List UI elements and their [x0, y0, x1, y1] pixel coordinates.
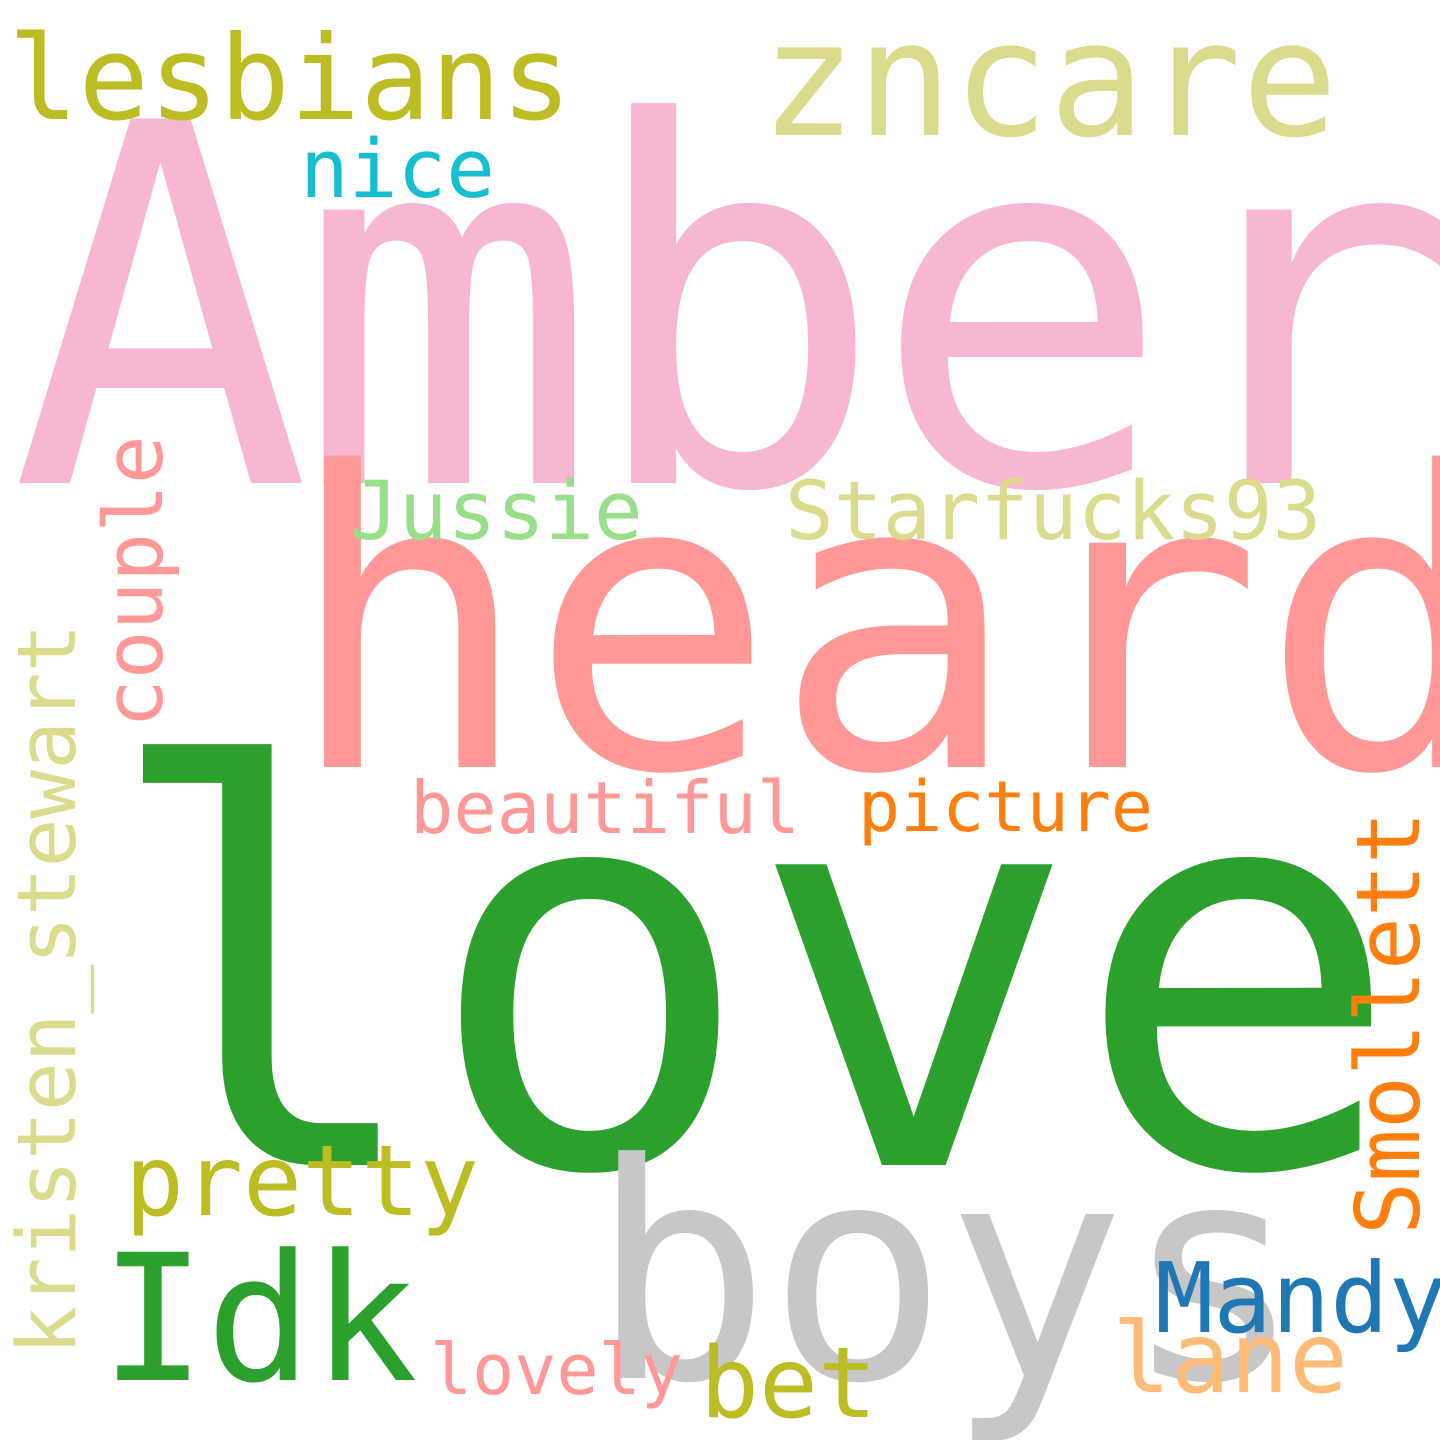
- word-bet: bet: [700, 1327, 878, 1440]
- word-love: love: [100, 654, 1404, 1295]
- word-lane: lane: [1112, 1302, 1349, 1416]
- word-lesbians: lesbians: [8, 10, 572, 147]
- word-lovely: lovely: [430, 1329, 683, 1411]
- word-couple: couple: [88, 435, 182, 728]
- word-jussie: Jussie: [350, 465, 643, 559]
- word-kristen-stewart: kristen_stewart: [1, 623, 95, 1356]
- word-idk: Idk: [100, 1217, 418, 1422]
- word-heard: heard: [285, 386, 1440, 864]
- word-starfucks93: Starfucks93: [785, 465, 1322, 559]
- word-mandy: Mandy: [1155, 1242, 1440, 1355]
- word-boys: boys: [590, 1100, 1303, 1440]
- word-beautiful: beautiful: [410, 766, 801, 850]
- word-smollett: Smollett: [1337, 811, 1440, 1235]
- word-amber: Amber: [10, 19, 1440, 601]
- word-pretty: pretty: [125, 1125, 480, 1239]
- word-nice: nice: [300, 123, 496, 217]
- word-zncare: zncare: [760, 0, 1338, 173]
- word-picture: picture: [858, 766, 1154, 848]
